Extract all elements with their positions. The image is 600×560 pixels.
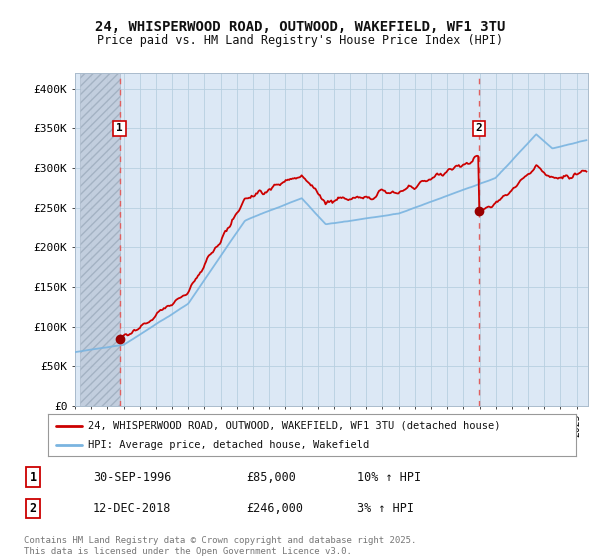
Text: HPI: Average price, detached house, Wakefield: HPI: Average price, detached house, Wake… bbox=[88, 440, 369, 450]
Bar bbox=[80, 73, 119, 406]
Text: 2: 2 bbox=[475, 123, 482, 133]
Text: Price paid vs. HM Land Registry's House Price Index (HPI): Price paid vs. HM Land Registry's House … bbox=[97, 34, 503, 46]
Text: 1: 1 bbox=[116, 123, 123, 133]
Text: 3% ↑ HPI: 3% ↑ HPI bbox=[357, 502, 414, 515]
Text: 24, WHISPERWOOD ROAD, OUTWOOD, WAKEFIELD, WF1 3TU: 24, WHISPERWOOD ROAD, OUTWOOD, WAKEFIELD… bbox=[95, 20, 505, 34]
Text: Contains HM Land Registry data © Crown copyright and database right 2025.
This d: Contains HM Land Registry data © Crown c… bbox=[24, 536, 416, 556]
Text: 1: 1 bbox=[29, 470, 37, 484]
Text: 24, WHISPERWOOD ROAD, OUTWOOD, WAKEFIELD, WF1 3TU (detached house): 24, WHISPERWOOD ROAD, OUTWOOD, WAKEFIELD… bbox=[88, 421, 500, 431]
Text: £85,000: £85,000 bbox=[246, 470, 296, 484]
Text: 30-SEP-1996: 30-SEP-1996 bbox=[93, 470, 172, 484]
Text: 12-DEC-2018: 12-DEC-2018 bbox=[93, 502, 172, 515]
Text: £246,000: £246,000 bbox=[246, 502, 303, 515]
Text: 10% ↑ HPI: 10% ↑ HPI bbox=[357, 470, 421, 484]
Text: 2: 2 bbox=[29, 502, 37, 515]
